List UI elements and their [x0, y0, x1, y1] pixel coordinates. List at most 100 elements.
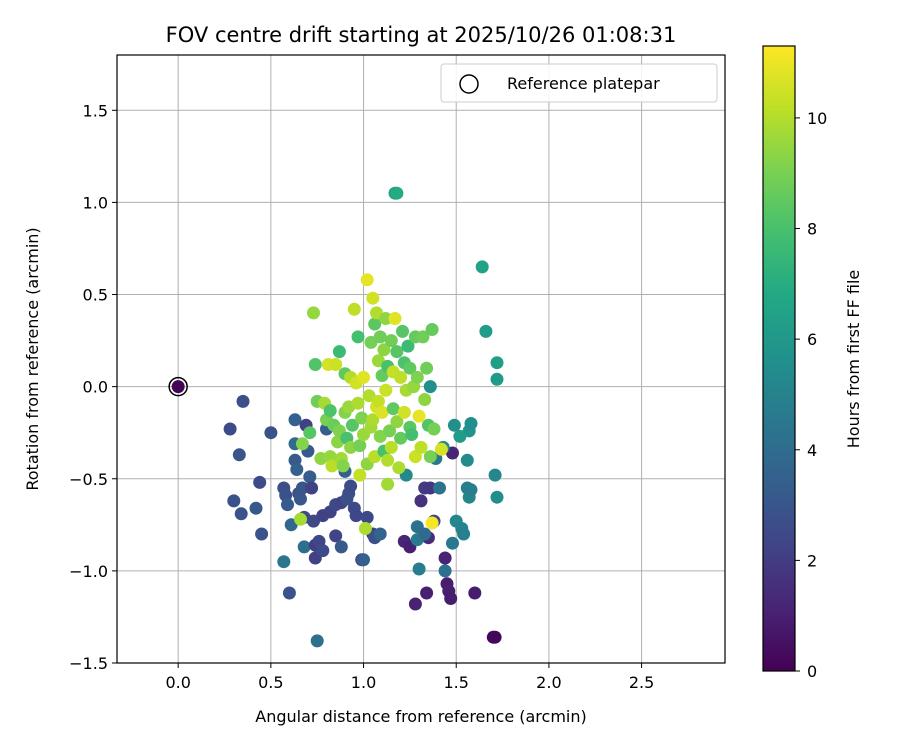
x-tick-label: 0.0 [165, 673, 190, 692]
colorbar-gradient [762, 45, 796, 672]
y-tick-label: 0.0 [83, 378, 108, 397]
data-point [234, 507, 248, 521]
data-point [418, 393, 432, 406]
legend: Reference platepar [440, 63, 718, 103]
data-point [347, 302, 361, 316]
data-point [294, 512, 307, 526]
data-point [488, 468, 502, 482]
data-point [277, 555, 291, 569]
legend-label: Reference platepar [507, 74, 660, 93]
data-point [405, 428, 419, 441]
data-point [383, 424, 396, 438]
colorbar-tick-label: 0 [807, 662, 817, 681]
data-point [371, 394, 385, 408]
data-point [316, 544, 330, 558]
data-point [390, 415, 404, 429]
data-point [308, 358, 322, 371]
data-point [282, 586, 296, 600]
data-point [325, 459, 339, 473]
data-point [446, 536, 459, 550]
data-points [223, 186, 504, 648]
data-point [447, 418, 461, 432]
data-point [401, 339, 415, 353]
data-point [464, 483, 478, 497]
data-point [329, 529, 343, 543]
data-point [295, 481, 309, 495]
y-axis-ticks: −1.5 −1.0 −0.5 0.0 0.5 1.0 1.5 [69, 101, 117, 673]
data-point [366, 413, 380, 427]
data-point [355, 411, 369, 425]
data-point [444, 592, 458, 605]
colorbar-ticks: 0 2 4 6 8 10 [795, 109, 827, 681]
data-point [384, 334, 398, 348]
data-point [357, 370, 370, 384]
data-point [490, 356, 504, 370]
y-tick-label: −1.0 [69, 562, 108, 581]
data-point [390, 186, 404, 200]
data-point [310, 634, 324, 648]
data-point [412, 409, 426, 423]
data-point [438, 551, 452, 565]
y-axis-label: Rotation from reference (arcmin) [23, 227, 42, 490]
colorbar-tick-label: 8 [807, 220, 817, 239]
colorbar-tick-label: 10 [807, 109, 827, 128]
data-point [351, 396, 365, 410]
data-point [290, 463, 304, 476]
data-point [249, 501, 263, 515]
data-point [366, 291, 380, 305]
data-point [253, 475, 267, 489]
data-point [433, 481, 446, 495]
data-point [353, 439, 367, 453]
data-point [281, 498, 294, 512]
data-point [410, 370, 424, 384]
data-point [386, 402, 400, 416]
data-point [381, 453, 395, 467]
data-point [423, 450, 437, 464]
data-point [453, 429, 467, 443]
data-point [334, 540, 348, 554]
x-tick-label: 1.0 [351, 673, 376, 692]
y-tick-label: −1.5 [69, 654, 108, 673]
data-point [297, 540, 311, 554]
data-point [373, 330, 387, 344]
data-point [423, 481, 437, 495]
data-point [457, 527, 471, 541]
y-tick-label: 1.5 [83, 101, 108, 120]
data-point [396, 324, 409, 338]
data-point [353, 468, 367, 482]
data-point [418, 527, 432, 541]
data-point [329, 358, 343, 371]
reference-ring [168, 376, 188, 397]
data-point [264, 426, 278, 440]
data-point [307, 306, 320, 320]
data-point [394, 431, 408, 445]
data-point [384, 440, 398, 454]
x-tick-label: 1.5 [443, 673, 468, 692]
data-point [336, 459, 350, 473]
data-point [375, 405, 389, 419]
data-point [438, 564, 452, 578]
plot-frame [116, 54, 726, 664]
data-point [420, 586, 434, 600]
data-point [392, 461, 406, 475]
colorbar-tick-label: 2 [807, 551, 817, 570]
colorbar-label: Hours from first FF file [844, 270, 863, 449]
data-point [390, 345, 404, 359]
y-tick-label: 1.0 [83, 193, 108, 212]
data-point [368, 317, 382, 331]
data-point [425, 516, 439, 530]
data-point [388, 312, 402, 325]
data-point [416, 330, 430, 344]
data-point [332, 345, 346, 359]
data-point [420, 361, 434, 375]
reference-marker [168, 376, 188, 397]
data-point [479, 324, 493, 338]
data-point [358, 522, 372, 535]
y-tick-label: −0.5 [69, 470, 108, 489]
x-tick-label: 0.5 [258, 673, 283, 692]
data-point [408, 597, 422, 611]
data-point [414, 440, 428, 454]
data-point [488, 630, 502, 644]
x-axis-ticks: 0.0 0.5 1.0 1.5 2.0 2.5 [165, 663, 654, 692]
